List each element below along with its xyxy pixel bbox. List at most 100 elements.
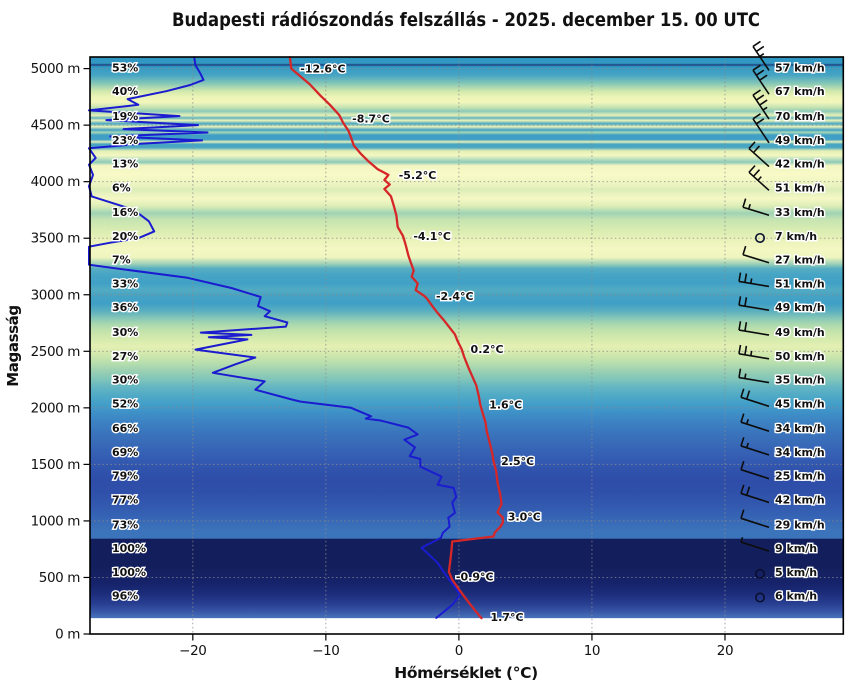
humidity-label: 30% — [112, 326, 138, 339]
calm-wind-circle — [754, 232, 765, 243]
y-axis-label: Magasság — [4, 305, 22, 386]
wind-barb — [752, 113, 770, 144]
humidity-label: 77% — [112, 493, 138, 506]
plot-frame — [89, 56, 845, 635]
gridlines — [90, 57, 844, 634]
humidity-label: 16% — [112, 206, 138, 219]
temperature-label: 2.5°C — [501, 455, 534, 468]
humidity-label: 33% — [112, 277, 138, 290]
temperature-label: 3.0°C — [508, 510, 541, 523]
wind-barb — [738, 272, 770, 288]
wind-label: 51 km/h — [775, 181, 825, 194]
wind-label: 34 km/h — [775, 446, 825, 459]
wind-label: 33 km/h — [775, 206, 825, 219]
x-tick-label: −10 — [312, 643, 339, 659]
wind-label: 29 km/h — [775, 518, 825, 531]
wind-label: 9 km/h — [775, 542, 817, 555]
humidity-label: 96% — [112, 590, 138, 603]
humidity-label: 52% — [112, 397, 138, 410]
axes: 0 m 500 m 1000 m 1500 m 2000 m 2500 m 3000 m 35… — [31, 56, 845, 659]
wind-barbs — [738, 40, 770, 603]
profile-lines — [88, 56, 504, 620]
humidity-label: 6% — [112, 181, 131, 194]
y-tick-label: 4500 m — [31, 118, 80, 134]
y-tick-label: 0 m — [55, 627, 80, 643]
humidity-label: 100% — [112, 566, 146, 579]
calm-wind-circle — [754, 568, 765, 579]
wind-barb — [740, 537, 770, 552]
wind-barb — [738, 321, 770, 336]
chart-title: Budapesti rádiószondás felszállás - 2025… — [172, 9, 760, 31]
wind-barb — [752, 64, 770, 95]
temperature-label: -12.6°C — [300, 63, 345, 76]
data-labels: 53% 57 km/h 40% 67 km/h 19% 70 km/h 23% 49 km/h… — [111, 60, 827, 625]
wind-label: 6 km/h — [775, 590, 817, 603]
wind-label: 34 km/h — [775, 422, 825, 435]
temperature-label: 0.2°C — [471, 343, 504, 356]
wind-label: 45 km/h — [775, 397, 825, 410]
humidity-label: 53% — [112, 61, 138, 74]
humidity-label: 100% — [112, 542, 146, 555]
humidity-label: 36% — [112, 301, 138, 314]
wind-barb — [742, 198, 770, 216]
wind-barb — [740, 388, 770, 408]
wind-label: 35 km/h — [775, 374, 825, 387]
y-tick-label: 500 m — [39, 570, 80, 586]
humidity-label: 23% — [112, 134, 138, 147]
wind-barb — [740, 413, 770, 432]
wind-label: 70 km/h — [775, 110, 825, 123]
y-tick-label: 2000 m — [31, 400, 80, 416]
humidity-label: 27% — [112, 350, 138, 363]
wind-label: 27 km/h — [775, 254, 825, 267]
wind-label: 25 km/h — [775, 470, 825, 483]
wind-barb — [738, 344, 770, 360]
wind-label: 67 km/h — [775, 85, 825, 98]
temperature-label: 1.7°C — [491, 611, 524, 624]
humidity-mesh-rect — [90, 57, 844, 619]
temperature-line — [288, 56, 504, 620]
humidity-label: 19% — [112, 110, 138, 123]
wind-label: 50 km/h — [775, 350, 825, 363]
wind-label: 57 km/h — [775, 61, 825, 74]
temperature-label: -0.9°C — [456, 570, 494, 583]
wind-barb — [742, 245, 770, 264]
humidity-colormesh — [90, 57, 844, 619]
humidity-label: 30% — [112, 374, 138, 387]
wind-barb — [738, 368, 770, 384]
x-tick-label: −20 — [179, 643, 206, 659]
dewpoint-line — [88, 56, 462, 619]
temperature-label: -4.1°C — [413, 230, 451, 243]
y-tick-label: 2500 m — [31, 344, 80, 360]
y-tick-label: 5000 m — [31, 61, 80, 77]
humidity-label: 73% — [112, 518, 138, 531]
wind-label: 49 km/h — [775, 301, 825, 314]
x-tick-label: 0 — [455, 643, 463, 659]
x-tick-label: 20 — [717, 643, 733, 659]
wind-barb — [738, 296, 770, 311]
wind-label: 49 km/h — [775, 326, 825, 339]
wind-barb — [752, 89, 770, 120]
temperature-label: 1.6°C — [489, 398, 522, 411]
wind-barb — [740, 460, 770, 480]
humidity-label: 79% — [112, 470, 138, 483]
wind-label: 51 km/h — [775, 277, 825, 290]
wind-barb — [752, 40, 770, 71]
temperature-label: -5.2°C — [399, 169, 437, 182]
y-tick-label: 4000 m — [31, 174, 80, 190]
humidity-label: 66% — [112, 422, 138, 435]
humidity-label: 20% — [112, 230, 138, 243]
x-axis-label: Hőmérséklet (°C) — [394, 664, 538, 682]
humidity-label: 7% — [112, 254, 131, 267]
humidity-label: 69% — [112, 446, 138, 459]
wind-barb — [748, 165, 770, 191]
y-tick-label: 1500 m — [31, 457, 80, 473]
wind-label: 49 km/h — [775, 134, 825, 147]
wind-barb — [740, 484, 770, 504]
wind-barb — [740, 509, 770, 529]
wind-label: 5 km/h — [775, 566, 817, 579]
y-tick-label: 3000 m — [31, 287, 80, 303]
temperature-label: -8.7°C — [352, 112, 390, 125]
wind-label: 7 km/h — [775, 230, 817, 243]
